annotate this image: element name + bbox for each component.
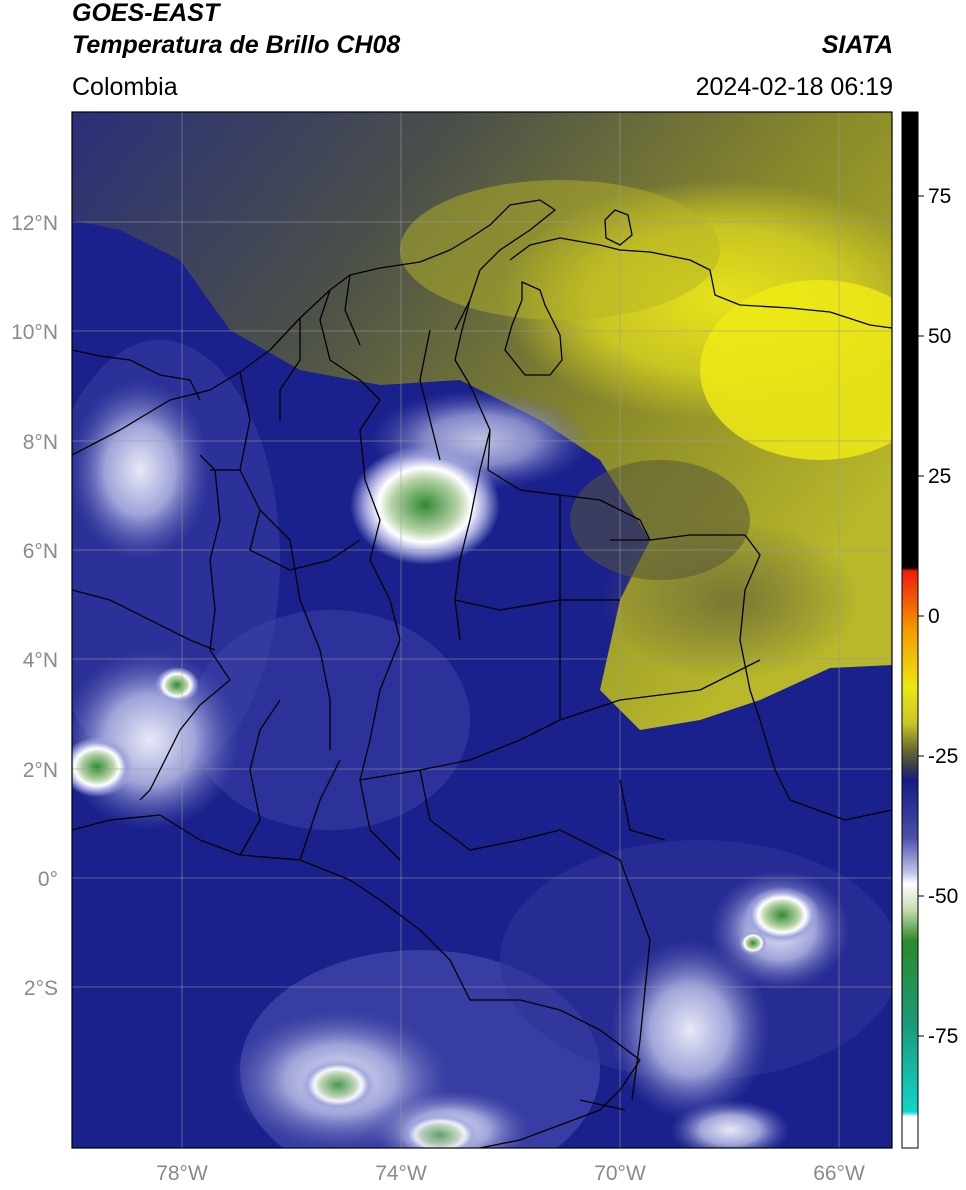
lat-label-2n: 2°N xyxy=(23,759,58,782)
colorbar-tick-label: 75 xyxy=(928,185,951,208)
datetime-label: 2024-02-18 06:19 xyxy=(695,73,893,101)
lat-label-2s: 2°S xyxy=(24,977,58,1000)
region-label: Colombia xyxy=(72,73,178,101)
colorbar-tick-label: -50 xyxy=(928,885,958,908)
colorbar-ticks: 75 50 25 0 -25 -50 -75 xyxy=(918,185,958,1048)
longitude-labels: 78°W 74°W 70°W 66°W xyxy=(156,1162,865,1185)
lon-label-74w: 74°W xyxy=(375,1162,427,1185)
political-borders xyxy=(72,199,892,1148)
colorbar-tick-label: -25 xyxy=(928,745,958,768)
lat-label-0: 0° xyxy=(38,868,58,891)
colorbar-tick-label: 0 xyxy=(928,605,940,628)
lat-label-4n: 4°N xyxy=(23,649,58,672)
satellite-title: GOES-EAST xyxy=(72,0,220,27)
graticule xyxy=(72,112,892,1148)
colorbar: 75 50 25 0 -25 -50 -75 xyxy=(901,111,958,1149)
source-title: SIATA xyxy=(821,31,893,59)
lon-label-66w: 66°W xyxy=(813,1162,865,1185)
colorbar-tick-label: -75 xyxy=(928,1025,958,1048)
latitude-labels: 12°N 10°N 8°N 6°N 4°N 2°N 0° 2°S xyxy=(11,212,58,1000)
lon-label-70w: 70°W xyxy=(594,1162,646,1185)
lat-label-10n: 10°N xyxy=(11,321,58,344)
lat-label-6n: 6°N xyxy=(23,540,58,563)
product-title: Temperatura de Brillo CH08 xyxy=(72,31,401,59)
lon-label-78w: 78°W xyxy=(156,1162,208,1185)
plot-frame xyxy=(71,111,893,1149)
brightness-temperature-field xyxy=(72,112,892,1148)
colorbar-gradient xyxy=(901,111,919,1149)
colorbar-tick-label: 50 xyxy=(928,325,951,348)
lat-label-12n: 12°N xyxy=(11,212,58,235)
lat-label-8n: 8°N xyxy=(23,431,58,454)
colorbar-tick-label: 25 xyxy=(928,465,951,488)
